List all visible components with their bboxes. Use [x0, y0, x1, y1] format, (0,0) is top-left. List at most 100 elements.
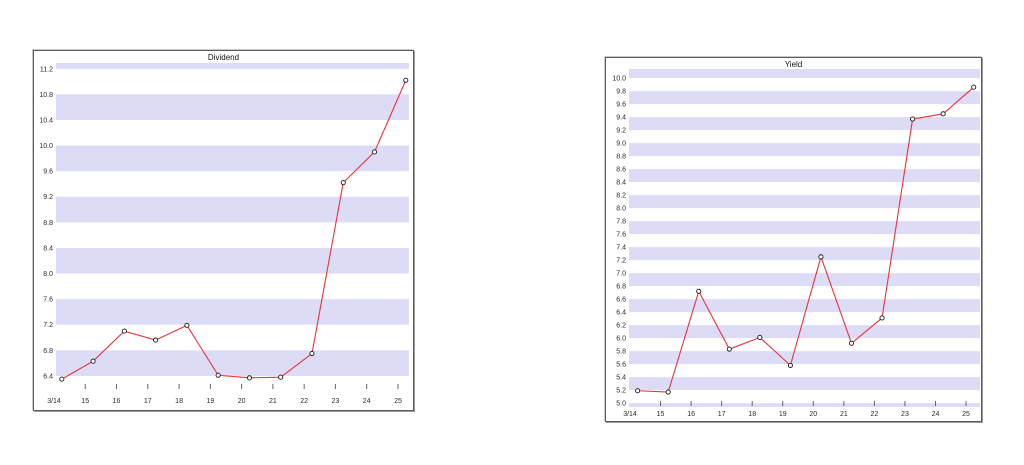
data-point — [787, 362, 793, 368]
y-axis-labels: 10.0 9.8 9.6 9.4 9.2 9.0 8.8 8.6 8.4 8.2 8.0 7.8 7.6… — [612, 76, 626, 408]
x-tick-label: 25 — [962, 411, 970, 418]
x-axis-labels: 3/14 15 16 17 18 19 20 21 22 23 24 25 — [47, 398, 402, 405]
x-tick-label: 17 — [144, 398, 152, 405]
y-tick-label: 8.8 — [616, 154, 626, 161]
plot-bands — [629, 69, 980, 407]
band — [56, 350, 409, 376]
x-tick-label: 23 — [332, 398, 340, 405]
band — [629, 403, 980, 407]
x-tick-label: 25 — [394, 398, 402, 405]
data-point — [121, 328, 127, 334]
y-tick-label: 5.8 — [616, 349, 626, 356]
x-tick-label: 24 — [363, 398, 371, 405]
band — [56, 247, 409, 274]
y-tick-label: 8.4 — [616, 180, 626, 187]
data-point — [309, 350, 315, 357]
data-point — [726, 346, 732, 352]
band — [56, 196, 409, 223]
x-tick-label: 18 — [748, 411, 756, 418]
y-tick-label: 11.2 — [40, 66, 53, 73]
x-tick-label: 3/14 — [623, 411, 637, 418]
band — [56, 94, 409, 120]
data-point — [910, 116, 916, 122]
y-tick-label: 9.4 — [616, 115, 626, 122]
band — [629, 169, 980, 183]
y-tick-label: 8.0 — [43, 271, 53, 278]
y-tick-label: 7.0 — [616, 271, 626, 278]
y-tick-label: 6.4 — [616, 310, 626, 317]
series-line — [637, 86, 975, 393]
y-tick-label: 7.4 — [616, 245, 626, 252]
y-tick-label: 8.6 — [616, 167, 626, 174]
plot-bands — [56, 63, 409, 376]
data-point — [818, 254, 824, 260]
band — [629, 91, 980, 105]
yield-line-chart: 10.0 9.8 9.6 9.4 9.2 9.0 8.8 8.6 8.4 8.2 8.0 7.8 7.6… — [606, 58, 981, 421]
x-axis-ticks — [660, 401, 967, 406]
band — [629, 377, 980, 391]
x-axis-labels: 3/14 15 16 17 18 19 20 21 22 23 24 25 — [623, 411, 970, 418]
x-tick-label: 18 — [175, 398, 183, 405]
x-tick-label: 21 — [269, 398, 277, 405]
y-tick-label: 5.4 — [616, 375, 626, 382]
y-tick-label: 7.8 — [616, 219, 626, 226]
band — [56, 63, 409, 69]
y-tick-label: 7.2 — [616, 258, 626, 265]
x-tick-label: 15 — [657, 411, 665, 418]
x-tick-label: 19 — [206, 398, 214, 405]
data-point — [971, 84, 977, 90]
band — [629, 69, 980, 79]
y-tick-label: 9.6 — [616, 102, 626, 109]
y-tick-label: 7.2 — [43, 322, 53, 329]
band — [56, 299, 409, 325]
data-point — [59, 376, 65, 382]
x-tick-label: 23 — [901, 411, 909, 418]
y-tick-label: 8.2 — [616, 193, 626, 200]
y-tick-label: 10.8 — [39, 92, 53, 99]
y-tick-label: 5.2 — [616, 388, 626, 395]
x-tick-label: 16 — [687, 411, 695, 418]
y-tick-label: 10.4 — [39, 117, 53, 124]
y-axis-labels: 11.2 10.8 10.4 10.0 9.6 9.2 8.8 8.4 8.0 7.6 7.2 6.8… — [39, 66, 53, 380]
x-tick-label: 17 — [718, 411, 726, 418]
band — [629, 299, 980, 313]
data-point — [184, 322, 190, 328]
series-markers — [635, 84, 977, 395]
band — [629, 351, 980, 365]
x-tick-label: 22 — [871, 411, 879, 418]
x-tick-label: 20 — [809, 411, 817, 418]
data-point — [340, 180, 346, 186]
yield-chart-panel: Yield 10.0 9.8 9.6 9.4 9.2 9.0 8.8 8.6 8.4 8.2 8.0… — [605, 57, 982, 422]
series-markers — [59, 77, 409, 382]
y-tick-label: 6.0 — [616, 336, 626, 343]
data-point — [665, 389, 671, 395]
dividend-line-chart: 11.2 10.8 10.4 10.0 9.6 9.2 8.8 8.4 8.0 7.6 7.2 6.8… — [34, 51, 413, 410]
y-tick-label: 10.0 — [612, 76, 626, 83]
y-tick-label: 9.6 — [43, 169, 53, 176]
data-point — [90, 358, 96, 364]
y-tick-label: 9.8 — [616, 89, 626, 96]
y-tick-label: 5.0 — [616, 401, 626, 408]
band — [56, 145, 409, 172]
data-point — [403, 77, 409, 83]
y-tick-label: 8.8 — [43, 220, 53, 227]
data-point — [246, 375, 252, 381]
y-tick-label: 6.4 — [43, 373, 53, 380]
data-point — [635, 388, 641, 394]
x-tick-label: 19 — [779, 411, 787, 418]
band — [629, 247, 980, 261]
band — [629, 221, 980, 235]
x-tick-label: 16 — [113, 398, 121, 405]
y-tick-label: 6.2 — [616, 323, 626, 330]
dividend-chart-panel: Dividend 11.2 10.8 10.4 10.0 9.6 9.2 8.8 8.4 8.0… — [33, 50, 414, 411]
y-tick-label: 5.6 — [616, 362, 626, 369]
data-point — [215, 372, 221, 378]
data-point — [940, 111, 946, 117]
y-tick-label: 8.0 — [616, 206, 626, 213]
x-tick-label: 22 — [300, 398, 308, 405]
band — [629, 325, 980, 339]
x-tick-label: 3/14 — [47, 398, 61, 405]
data-point — [848, 340, 855, 346]
y-tick-label: 6.6 — [616, 297, 626, 304]
